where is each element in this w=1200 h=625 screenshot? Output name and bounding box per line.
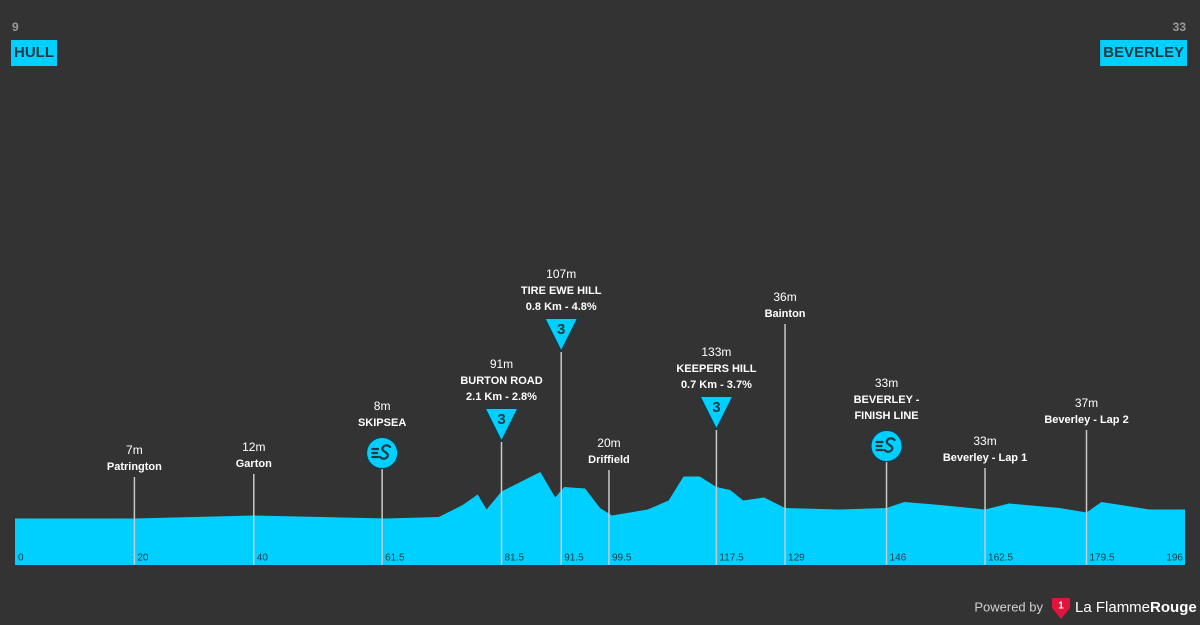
- marker-name: TIRE EWE HILL: [521, 285, 602, 297]
- sprint-symbol: [875, 437, 896, 453]
- end-altitude: 33: [1173, 20, 1187, 34]
- marker-name: FINISH LINE: [854, 410, 918, 422]
- brand-name: La Flamme: [1075, 599, 1150, 616]
- x-tick-label: 129: [788, 553, 805, 564]
- marker-name: BEVERLEY -: [854, 394, 920, 406]
- x-tick-label: 40: [257, 553, 269, 564]
- x-tick-label: 20: [137, 553, 149, 564]
- sprint-icon: [365, 436, 400, 470]
- marker-altitude: 12m: [242, 440, 265, 454]
- x-tick-label: 99.5: [612, 553, 632, 564]
- sprint-icon: [869, 429, 904, 463]
- x-tick-label: 196: [1166, 553, 1183, 564]
- powered-by: Powered by: [974, 599, 1043, 614]
- marker-altitude: 8m: [374, 399, 391, 413]
- marker-altitude: 37m: [1075, 396, 1098, 410]
- marker-detail: 0.8 Km - 4.8%: [526, 301, 597, 313]
- kom-icon: [697, 395, 736, 433]
- marker-altitude: 33m: [973, 434, 996, 448]
- x-tick-label: 91.5: [564, 553, 584, 564]
- elevation-area: [15, 472, 1185, 565]
- marker-altitude: 7m: [126, 443, 143, 457]
- logo-shield: [1052, 598, 1070, 619]
- marker-name: Driffield: [588, 454, 630, 466]
- brand: La FlammeRouge: [1075, 599, 1197, 616]
- x-tick-label: 0: [18, 553, 24, 564]
- end-box: [11, 40, 57, 66]
- end-box: [1100, 40, 1187, 66]
- x-tick-label: 146: [890, 553, 907, 564]
- x-tick-label: 61.5: [385, 553, 405, 564]
- marker-name: BURTON ROAD: [460, 375, 542, 387]
- marker-name: Bainton: [765, 308, 806, 320]
- kom-category: 3: [712, 399, 720, 416]
- logo-text: 1: [1058, 601, 1064, 612]
- end-altitude: 9: [12, 20, 19, 34]
- x-tick-label: 179.5: [1090, 553, 1115, 564]
- marker-name: Garton: [236, 458, 272, 470]
- kom-category: 3: [557, 321, 565, 338]
- marker-altitude: 107m: [546, 267, 576, 281]
- marker-name: KEEPERS HILL: [676, 363, 756, 375]
- kom-icon: [542, 317, 580, 355]
- brand-name-bold: Rouge: [1150, 599, 1197, 616]
- marker-altitude: 33m: [875, 376, 898, 390]
- marker-name: Beverley - Lap 2: [1044, 414, 1128, 426]
- sprint-symbol: [371, 444, 392, 460]
- marker-altitude: 36m: [773, 290, 796, 304]
- x-tick-label: 117.5: [719, 553, 744, 564]
- marker-altitude: 20m: [597, 436, 620, 450]
- x-tick-label: 81.5: [505, 553, 525, 564]
- marker-altitude: 133m: [701, 345, 731, 359]
- kom-icon: [482, 407, 521, 445]
- marker-detail: 0.7 Km - 3.7%: [681, 379, 752, 391]
- marker-name: Beverley - Lap 1: [943, 452, 1027, 464]
- marker-altitude: 91m: [490, 357, 513, 371]
- marker-detail: 2.1 Km - 2.8%: [466, 391, 537, 403]
- kom-category: 3: [497, 411, 505, 428]
- x-tick-label: 162.5: [988, 553, 1013, 564]
- end-name: HULL: [14, 44, 54, 61]
- end-name: BEVERLEY: [1103, 44, 1184, 61]
- marker-name: SKIPSEA: [358, 417, 406, 429]
- marker-name: Patrington: [107, 461, 162, 473]
